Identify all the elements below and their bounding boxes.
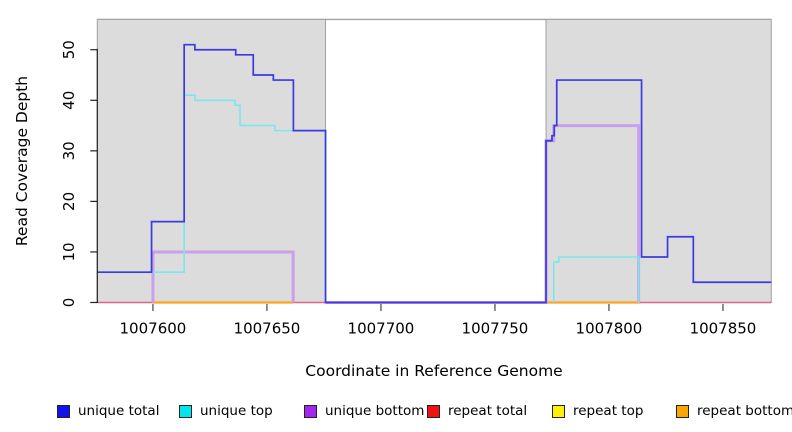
y-tick-label: 50 xyxy=(60,40,78,59)
series-line-unique-top-part2 xyxy=(552,256,640,303)
x-tick-label: 1007800 xyxy=(576,320,643,338)
legend-label: repeat top xyxy=(573,403,644,419)
x-tick-label: 1007750 xyxy=(462,320,529,338)
legend-item-repeat-top: repeat top xyxy=(552,401,643,421)
y-tick-label: 30 xyxy=(60,141,78,160)
x-tick-label: 1007700 xyxy=(348,320,415,338)
legend-swatch-unique-bottom xyxy=(304,404,317,418)
legend-label: unique top xyxy=(200,403,273,419)
x-tick-label: 1007650 xyxy=(234,320,301,338)
y-tick-label: 0 xyxy=(60,298,78,308)
legend-swatch-repeat-top xyxy=(552,404,565,418)
legend-item-repeat-bottom: repeat bottom xyxy=(676,401,792,421)
legend-swatch-unique-total xyxy=(57,404,70,418)
series-line-unique-bottom-part1 xyxy=(151,250,295,303)
legend-swatch-unique-top xyxy=(179,404,192,418)
y-tick-label: 10 xyxy=(60,242,78,261)
x-axis-title: Coordinate in Reference Genome xyxy=(305,362,562,380)
y-tick-label: 20 xyxy=(60,192,78,211)
legend-swatch-repeat-total xyxy=(427,404,440,418)
y-axis-title: Read Coverage Depth xyxy=(13,76,31,246)
y-tick-label: 40 xyxy=(60,91,78,110)
series-line-unique-total-part1 xyxy=(97,43,772,304)
legend-label: repeat bottom xyxy=(697,403,792,419)
legend-item-unique-bottom: unique bottom xyxy=(304,401,424,421)
legend: unique total unique top unique bottom repea… xyxy=(0,401,792,423)
plot-background xyxy=(96,18,772,304)
axes-layer: 0 10 20 30 40 50 1007600 1007650 1007700 1007750 1… xyxy=(60,40,756,337)
x-tick-label: 1007850 xyxy=(690,320,757,338)
legend-item-unique-total: unique total xyxy=(57,401,159,421)
covered-region-panel-2 xyxy=(545,18,772,304)
legend-item-repeat-total: repeat total xyxy=(427,401,527,421)
legend-label: unique bottom xyxy=(325,403,425,419)
legend-item-unique-top: unique top xyxy=(179,401,273,421)
x-tick-label: 1007600 xyxy=(120,320,187,338)
legend-label: repeat total xyxy=(448,403,528,419)
covered-region-panel-1 xyxy=(96,18,327,304)
legend-swatch-repeat-bottom xyxy=(676,404,689,418)
series-layer xyxy=(97,43,772,304)
legend-label: unique total xyxy=(78,403,160,419)
